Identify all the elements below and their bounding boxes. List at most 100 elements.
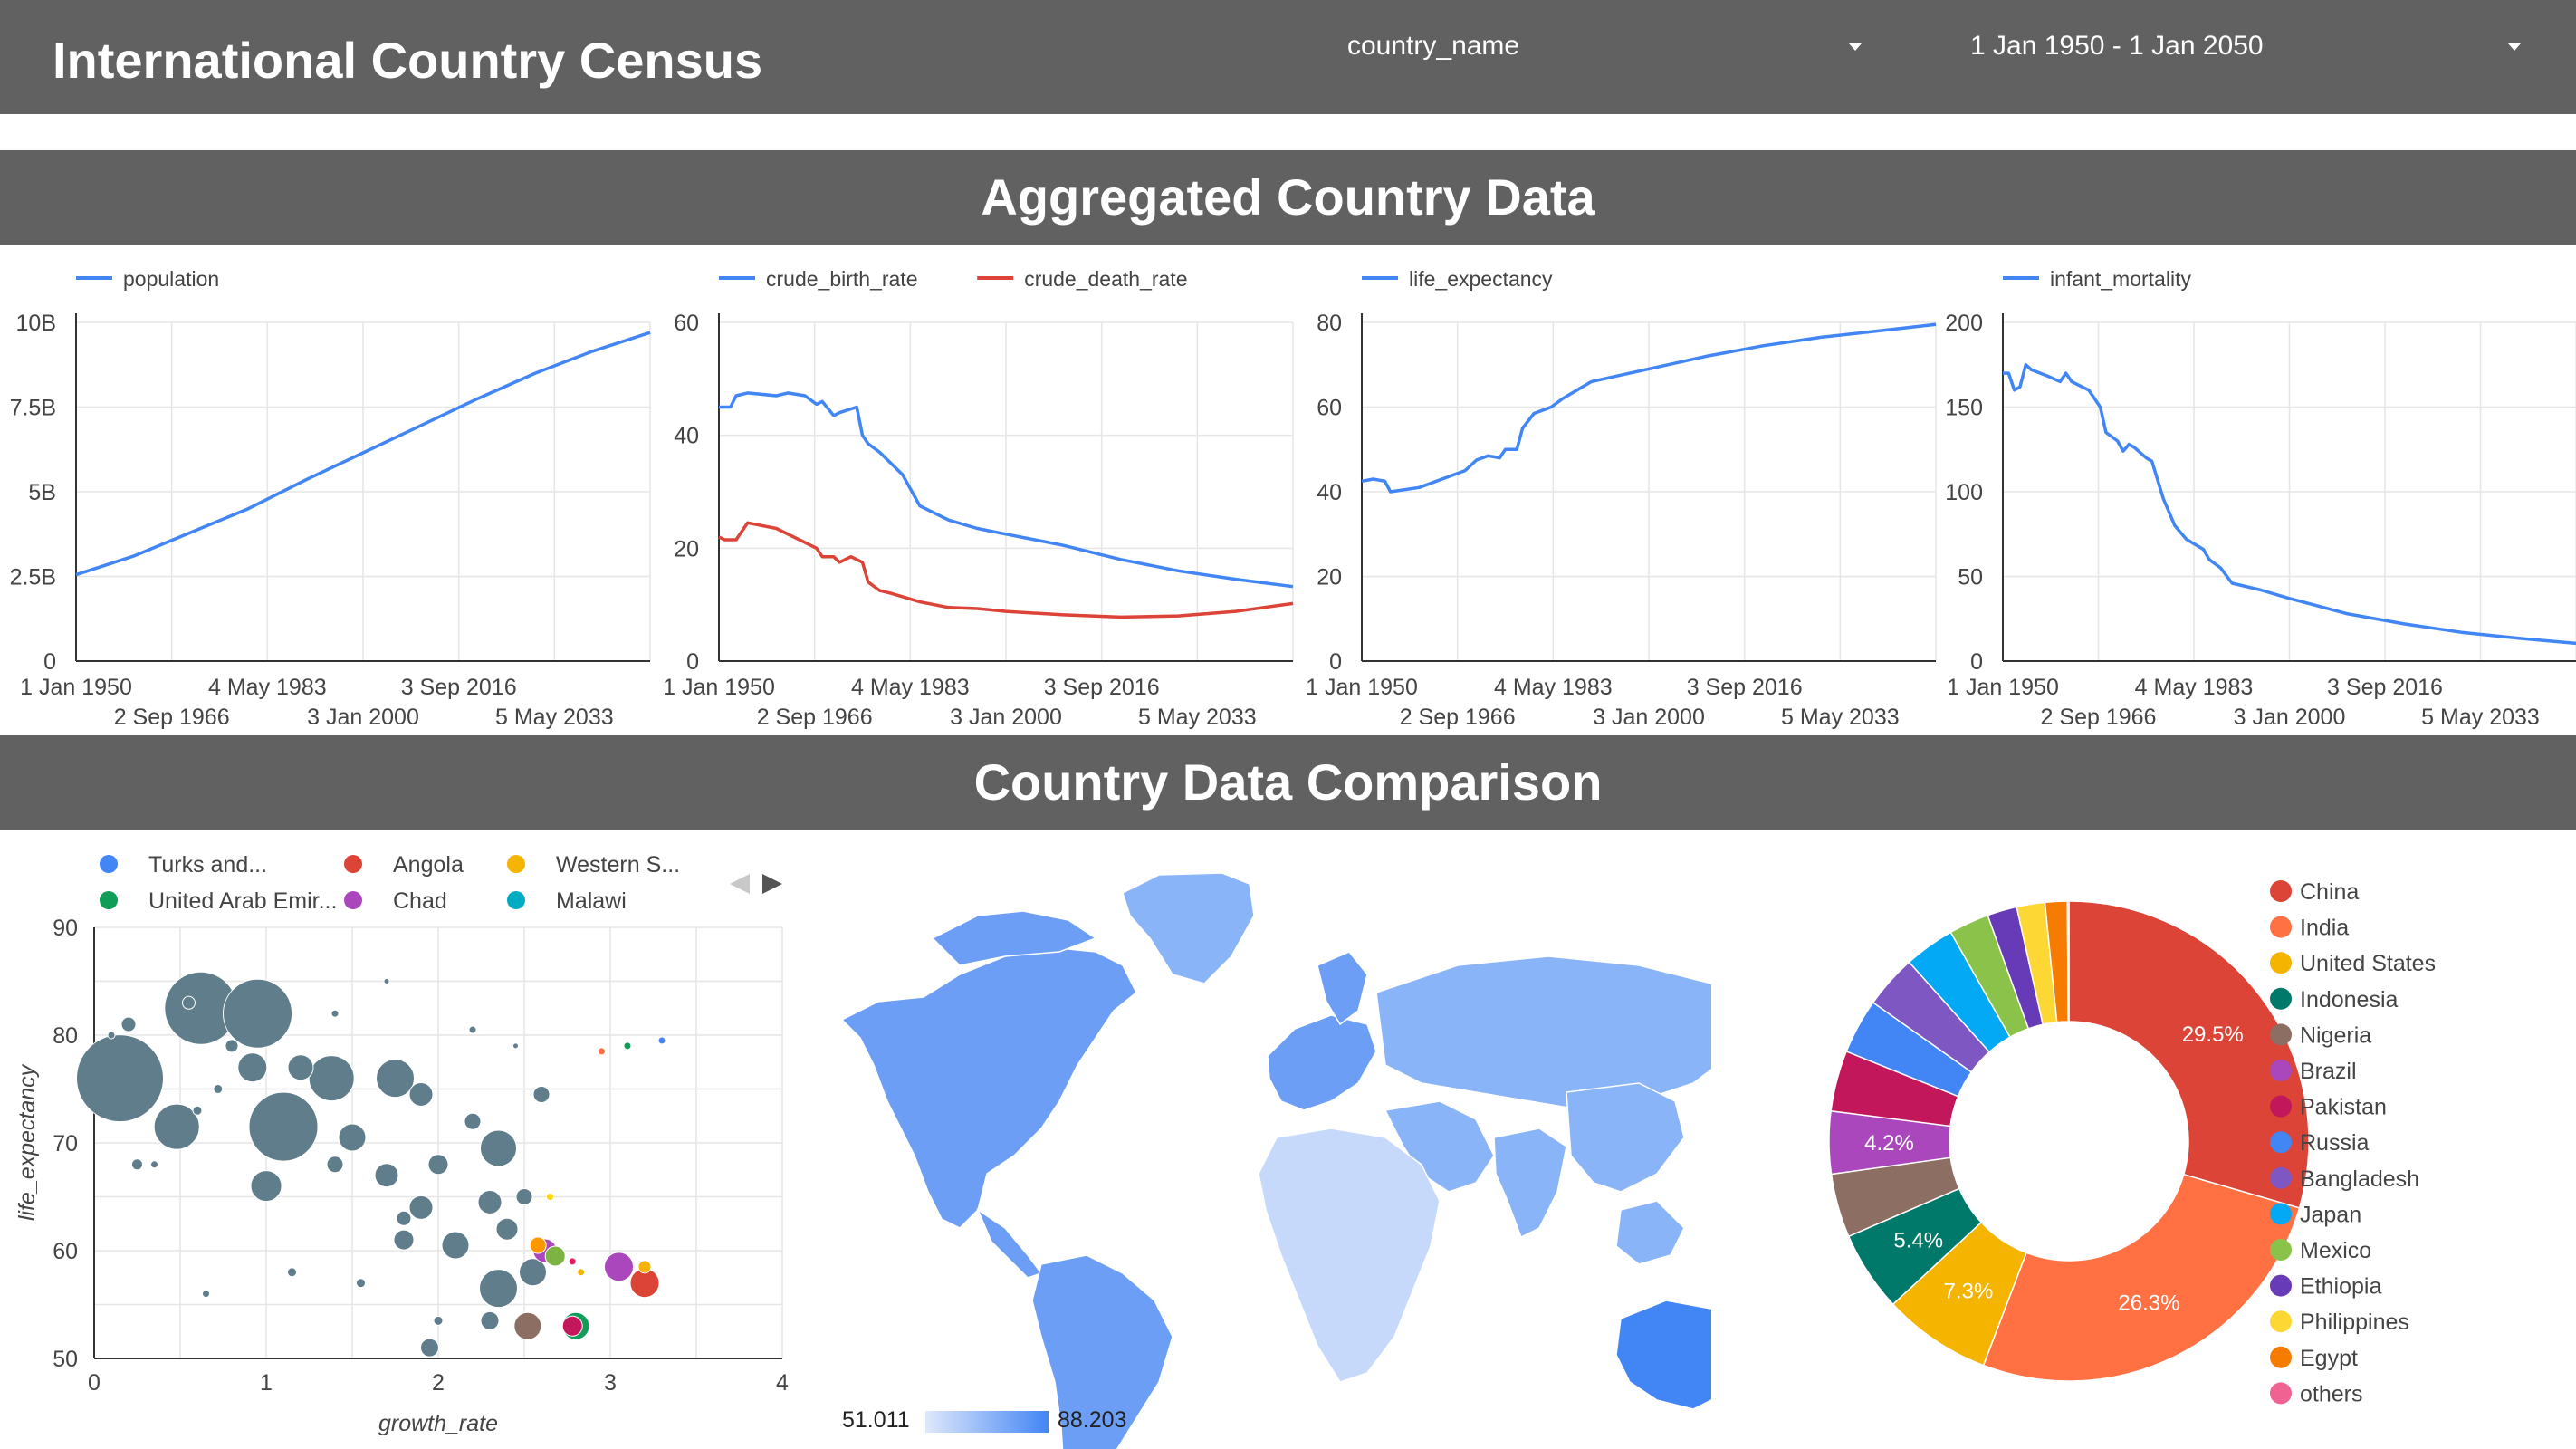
scatter-point <box>376 1059 415 1099</box>
scatter-point <box>250 1170 282 1203</box>
y-tick-label: 0 <box>1970 649 1983 675</box>
legend-label: China <box>2300 879 2359 905</box>
y-tick-label: 20 <box>1317 565 1342 590</box>
scatter-point <box>577 1268 586 1277</box>
scatter-point <box>427 1154 449 1176</box>
scatter-point <box>76 1034 164 1123</box>
scatter-point <box>287 1054 314 1081</box>
scatter-point <box>153 1103 200 1150</box>
donut-slice <box>2068 900 2310 1209</box>
x-tick-label: 4 May 1983 <box>851 675 970 700</box>
x-tick-label: 3 Sep 2016 <box>1687 675 1803 700</box>
donut-slice <box>2066 900 2070 1022</box>
y-tick-label: 200 <box>1945 311 1983 336</box>
scatter-point <box>338 1123 367 1152</box>
x-tick-label: 5 May 2033 <box>1781 705 1900 730</box>
growth-vs-life-scatter: Turks and... Angola Western S... United Ara… <box>14 852 789 1436</box>
x-tick-label: 5 May 2033 <box>495 705 614 730</box>
scatter-point <box>532 1085 551 1103</box>
section-aggregated-title: Aggregated Country Data <box>0 150 2576 245</box>
scatter-point <box>383 978 390 984</box>
scatter-point <box>480 1310 500 1330</box>
series-line <box>718 521 1294 619</box>
chart-life-expectancy: life_expectancy 0 20 40 60 80 1 Jan 1950 4 May … <box>1286 245 1938 738</box>
scatter-point <box>420 1338 439 1358</box>
legend-label: India <box>2300 916 2349 941</box>
y-tick-label: 100 <box>1945 480 1983 505</box>
y-tick-label: 20 <box>674 536 699 561</box>
map-region-south-asia <box>1493 1128 1567 1239</box>
scatter-point <box>150 1160 158 1169</box>
x-tick-label: 3 Jan 2000 <box>307 705 419 730</box>
chart-population: population 0 2.5B 5B 7.5B 10B 1 Jan 1950 4 May … <box>0 245 652 738</box>
donut-slice-label: 4.2% <box>1864 1131 1914 1156</box>
scatter-point <box>479 1269 518 1309</box>
legend-dot <box>2270 952 2292 974</box>
map-region-southeast-asia <box>1615 1200 1685 1265</box>
map-region-australia <box>1615 1300 1711 1410</box>
chevron-down-icon <box>2508 43 2521 51</box>
legend-label: crude_death_rate <box>1024 267 1187 291</box>
scatter-point <box>623 1041 632 1051</box>
scatter-point <box>657 1036 666 1045</box>
y-tick-label: 10B <box>16 311 56 336</box>
x-tick-label: 4 May 1983 <box>2135 675 2254 700</box>
scatter-point <box>248 1091 319 1162</box>
y-tick-label: 50 <box>1958 565 1983 590</box>
population-line-chart: population 0 2.5B 5B 7.5B 10B 1 Jan 1950 4 May … <box>10 267 651 730</box>
legend-label: Russia <box>2300 1130 2370 1156</box>
series-line <box>2003 363 2576 646</box>
scatter-point <box>396 1210 412 1226</box>
y-tick-label: 90 <box>53 916 78 941</box>
x-axis-title: growth_rate <box>378 1411 498 1436</box>
y-tick-label: 50 <box>53 1347 78 1372</box>
legend-label: Ethiopia <box>2300 1274 2381 1300</box>
legend-label: Western S... <box>556 852 680 878</box>
x-tick-label: 2 <box>432 1370 445 1396</box>
next-page-icon <box>762 874 782 894</box>
legend-label: Angola <box>393 852 464 878</box>
country-filter-dropdown[interactable]: country_name <box>1295 0 1874 94</box>
y-tick-label: 40 <box>1317 480 1342 505</box>
date-range-dropdown[interactable]: 1 Jan 1950 - 1 Jan 2050 <box>1929 0 2544 94</box>
legend-dot <box>2270 1346 2292 1368</box>
scatter-point <box>515 1188 533 1205</box>
scatter-point <box>326 1156 344 1174</box>
donut-slice <box>1982 1173 2301 1382</box>
legend-dot <box>2270 1382 2292 1405</box>
map-scale-max-label: 88.203 <box>1058 1407 1126 1433</box>
legend-dot <box>100 855 118 873</box>
chart-donut: 29.5% 26.3% 7.3% 5.4% 4.2% China India United S… <box>1720 830 2576 1449</box>
y-tick-label: 70 <box>53 1131 78 1156</box>
legend-dot <box>2270 987 2292 1010</box>
scatter-point <box>182 995 196 1010</box>
legend-label: Nigeria <box>2300 1022 2371 1048</box>
scatter-point <box>408 1195 434 1220</box>
x-tick-label: 2 Sep 1966 <box>757 705 873 730</box>
world-map-geo-chart: 51.011 88.203 <box>840 872 1711 1449</box>
x-tick-label: 1 Jan 1950 <box>663 675 775 700</box>
scatter-point <box>192 1105 203 1116</box>
scatter-point <box>374 1163 399 1188</box>
scatter-point <box>225 1039 239 1053</box>
legend-dot <box>2270 1310 2292 1333</box>
legend-label: Turks and... <box>148 852 267 878</box>
legend-dot <box>2270 916 2292 938</box>
life-expectancy-line-chart: life_expectancy 0 20 40 60 80 1 Jan 1950 4 May … <box>1306 267 1937 730</box>
map-region-north-america <box>840 946 1137 1229</box>
legend-label: Chad <box>393 888 447 914</box>
x-tick-label: 1 Jan 1950 <box>1306 675 1418 700</box>
legend-dot <box>2270 1060 2292 1081</box>
app-title: International Country Census <box>53 32 763 89</box>
donut-slice-label: 7.3% <box>1944 1280 1994 1304</box>
x-tick-label: 4 May 1983 <box>208 675 327 700</box>
chart-world-map: 51.011 88.203 <box>824 830 1711 1449</box>
scatter-point <box>477 1189 503 1214</box>
scatter-point <box>529 1236 547 1254</box>
legend-label: Brazil <box>2300 1059 2357 1084</box>
legend-label: population <box>123 267 219 291</box>
x-tick-label: 3 Jan 2000 <box>1593 705 1705 730</box>
infant-mortality-line-chart: infant_mortality 0 50 100 150 200 1 Jan 1950 4 … <box>1945 267 2576 730</box>
legend-label: Egypt <box>2300 1346 2358 1371</box>
map-region-canada-north <box>931 910 1097 966</box>
